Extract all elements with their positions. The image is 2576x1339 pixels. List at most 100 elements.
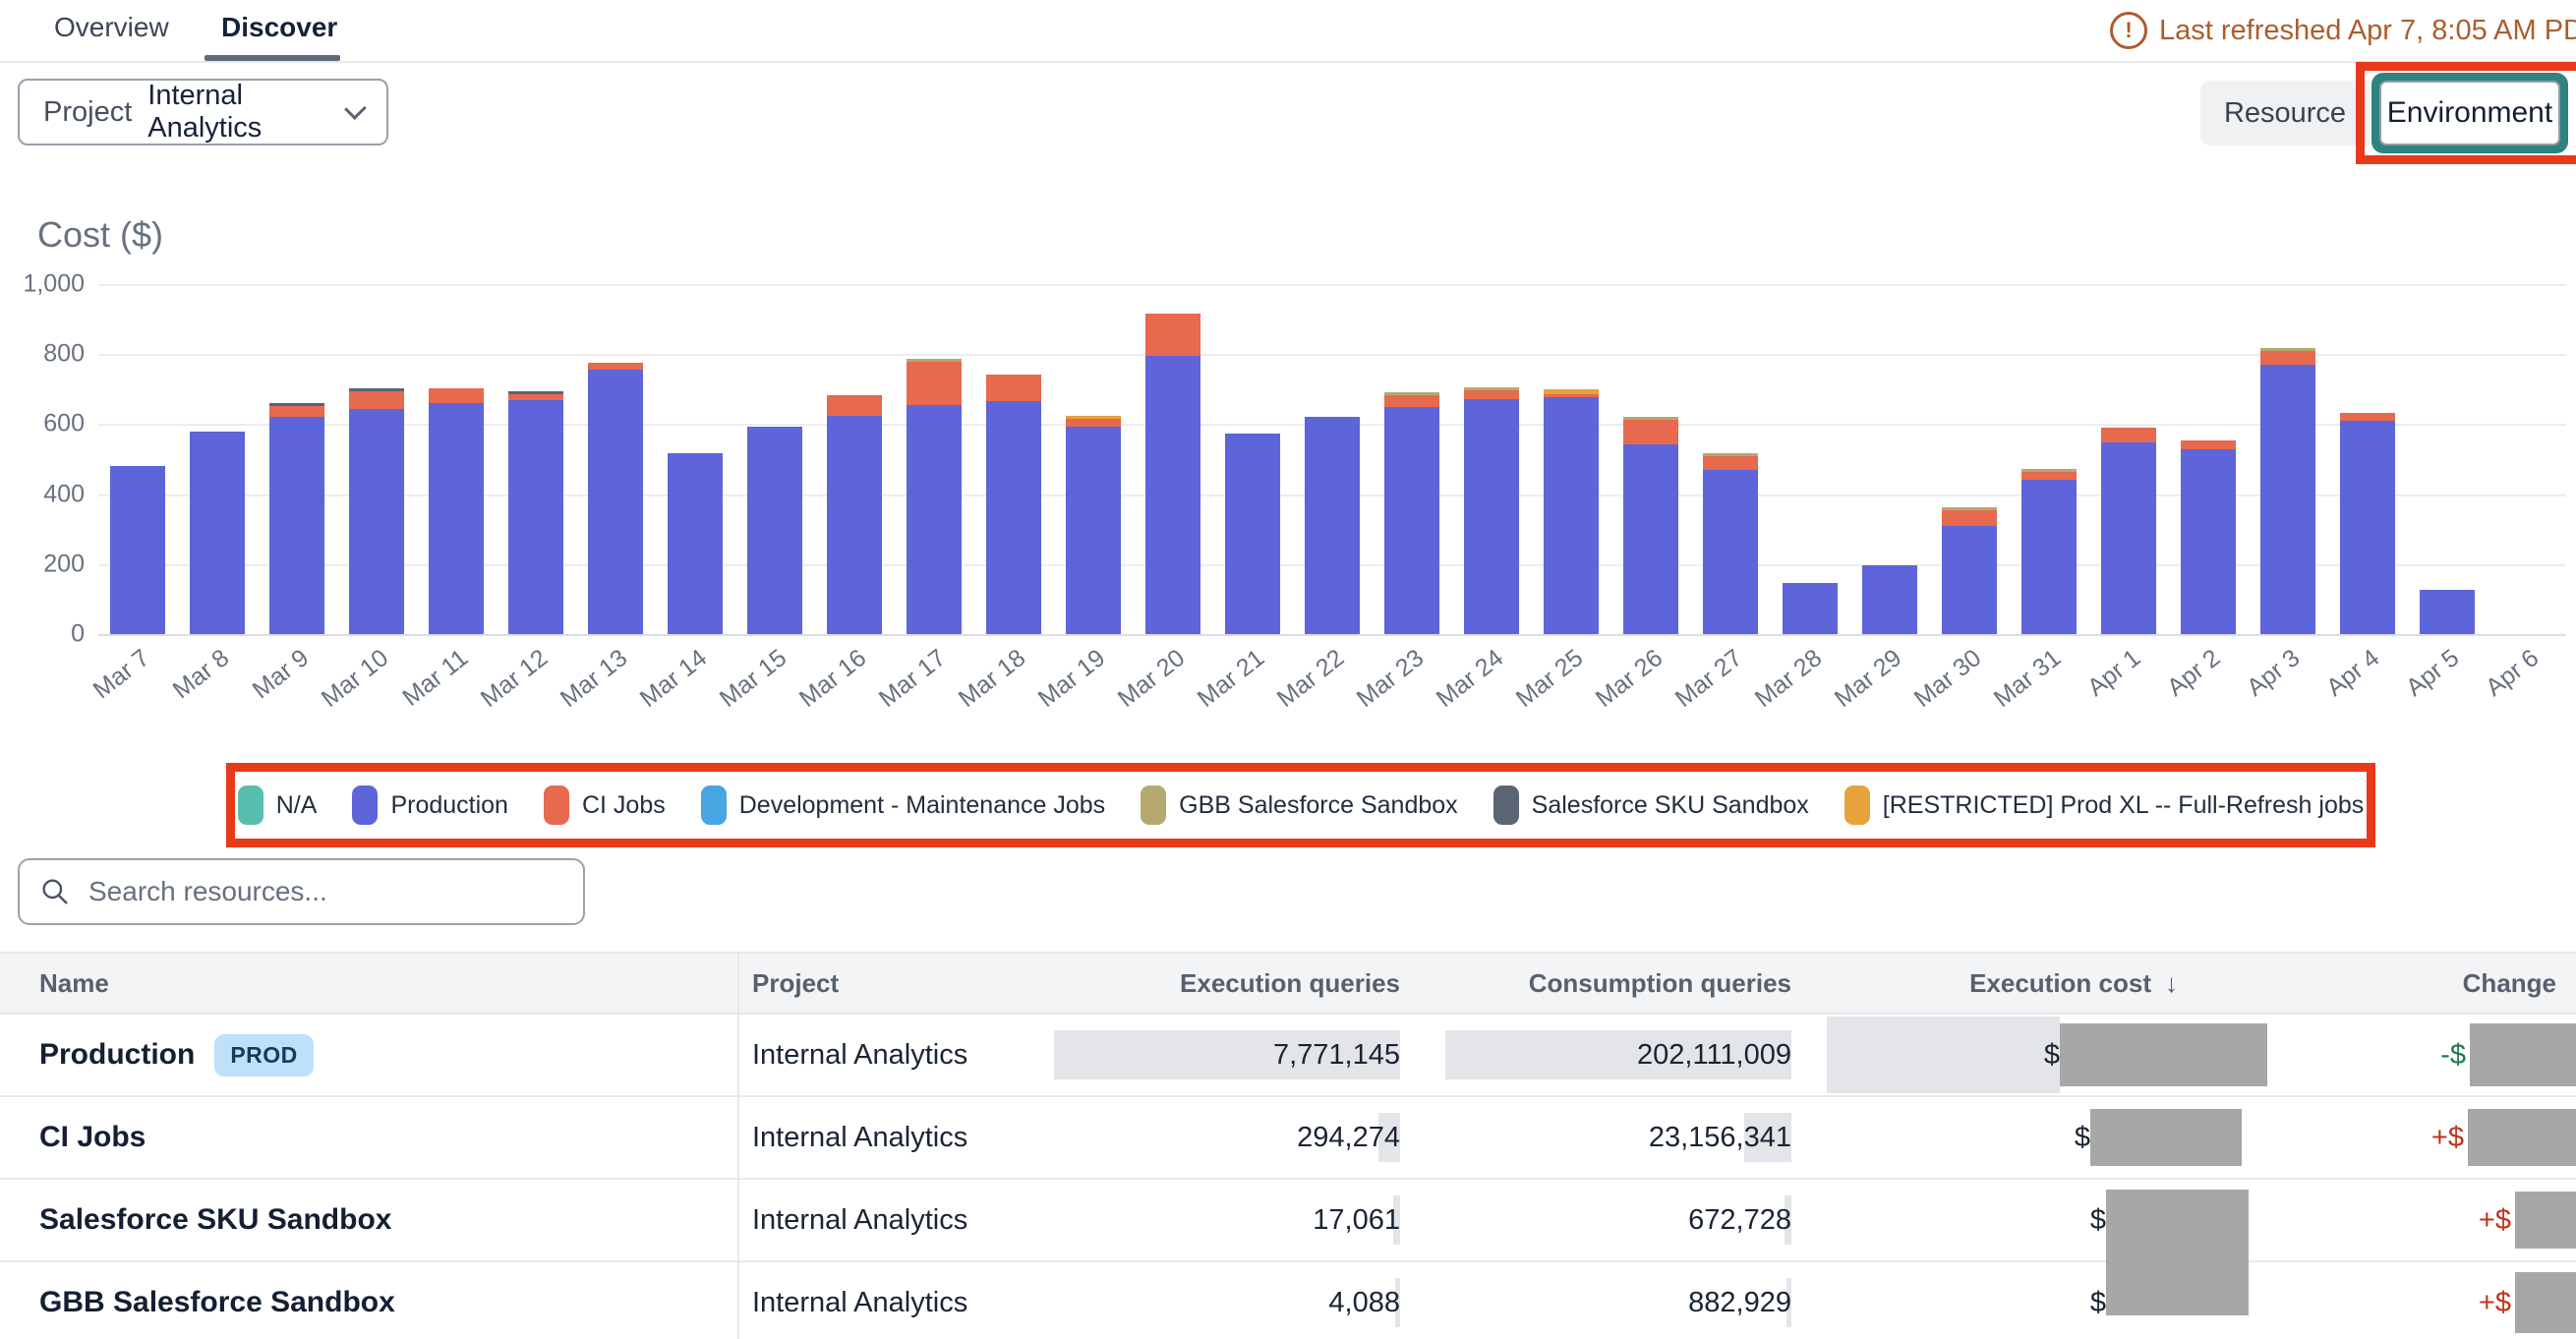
bar-segment[interactable] [2180, 449, 2236, 634]
table-row-production[interactable]: Production PROD Internal Analytics 7,771,14… [0, 1015, 2576, 1097]
bar-segment[interactable] [588, 363, 644, 370]
bar-segment[interactable] [907, 362, 963, 405]
stacked-bar-mar-11[interactable] [429, 388, 485, 634]
bar-segment[interactable] [986, 374, 1042, 402]
resource-toggle-button[interactable]: Resource [2200, 81, 2370, 146]
stacked-bar-apr-1[interactable] [2100, 428, 2156, 634]
bar-segment[interactable] [2100, 428, 2156, 443]
bar-segment[interactable] [827, 395, 883, 416]
bar-segment[interactable] [2339, 421, 2395, 634]
legend-item[interactable]: Production [352, 786, 508, 825]
bar-segment[interactable] [2020, 471, 2077, 480]
bar-segment[interactable] [508, 390, 564, 394]
bar-segment[interactable] [1622, 419, 1678, 444]
legend-item[interactable]: [RESTRICTED] Prod XL -- Full-Refresh job… [1844, 786, 2364, 825]
bar-segment[interactable] [1145, 313, 1201, 356]
bar-segment[interactable] [508, 400, 564, 634]
bar-segment[interactable] [588, 369, 644, 634]
legend-item[interactable]: CI Jobs [543, 786, 666, 825]
bar-segment[interactable] [1543, 389, 1599, 394]
stacked-bar-apr-3[interactable] [2259, 348, 2315, 634]
project-filter-dropdown[interactable]: Project Internal Analytics [18, 79, 388, 146]
search-input[interactable] [87, 875, 563, 908]
bar-segment[interactable] [668, 452, 724, 634]
stacked-bar-mar-25[interactable] [1543, 389, 1599, 634]
stacked-bar-mar-18[interactable] [986, 374, 1042, 634]
bar-segment[interactable] [429, 403, 485, 634]
tab-discover[interactable]: Discover [221, 12, 338, 42]
stacked-bar-mar-8[interactable] [190, 432, 246, 634]
bar-segment[interactable] [986, 401, 1042, 634]
bar-segment[interactable] [2259, 351, 2315, 365]
bar-segment[interactable] [1941, 510, 1997, 527]
bar-segment[interactable] [1702, 453, 1758, 457]
bar-segment[interactable] [1941, 526, 1997, 634]
bar-segment[interactable] [2419, 589, 2475, 634]
bar-segment[interactable] [1702, 470, 1758, 634]
legend-item[interactable]: N/A [237, 786, 317, 825]
column-header-name[interactable]: Name [39, 967, 109, 998]
bar-segment[interactable] [2259, 364, 2315, 634]
column-header-change[interactable]: Change [2462, 967, 2556, 998]
legend-item[interactable]: GBB Salesforce Sandbox [1141, 786, 1458, 825]
search-box[interactable] [18, 858, 585, 925]
bar-segment[interactable] [1305, 417, 1361, 634]
bar-segment[interactable] [1622, 443, 1678, 634]
bar-segment[interactable] [1861, 564, 1917, 634]
bar-segment[interactable] [907, 359, 963, 363]
table-row-ci-jobs[interactable]: CI Jobs Internal Analytics 294,274 23,156,3… [0, 1097, 2576, 1180]
bar-segment[interactable] [1383, 391, 1439, 395]
stacked-bar-mar-15[interactable] [747, 427, 803, 634]
stacked-bar-mar-20[interactable] [1145, 313, 1201, 634]
bar-segment[interactable] [269, 402, 325, 406]
bar-segment[interactable] [1463, 389, 1519, 400]
tab-overview[interactable]: Overview [54, 12, 169, 42]
bar-segment[interactable] [1225, 434, 1281, 634]
stacked-bar-mar-17[interactable] [907, 359, 963, 634]
bar-segment[interactable] [1145, 355, 1201, 634]
bar-segment[interactable] [190, 432, 246, 634]
bar-segment[interactable] [269, 405, 325, 417]
bar-segment[interactable] [2339, 413, 2395, 422]
bar-segment[interactable] [349, 388, 405, 392]
bar-segment[interactable] [1543, 396, 1599, 634]
stacked-bar-apr-2[interactable] [2180, 440, 2236, 634]
bar-segment[interactable] [429, 388, 485, 404]
stacked-bar-mar-12[interactable] [508, 390, 564, 634]
bar-segment[interactable] [1383, 407, 1439, 634]
bar-segment[interactable] [1066, 427, 1122, 634]
stacked-bar-apr-4[interactable] [2339, 413, 2395, 634]
stacked-bar-mar-26[interactable] [1622, 416, 1678, 634]
stacked-bar-mar-24[interactable] [1463, 386, 1519, 634]
bar-segment[interactable] [1622, 416, 1678, 420]
stacked-bar-mar-30[interactable] [1941, 507, 1997, 634]
bar-segment[interactable] [2259, 348, 2315, 352]
stacked-bar-mar-21[interactable] [1225, 434, 1281, 634]
bar-segment[interactable] [269, 416, 325, 634]
stacked-bar-mar-23[interactable] [1383, 391, 1439, 634]
column-header-consumption-queries[interactable]: Consumption queries [1528, 967, 1791, 998]
bar-segment[interactable] [907, 404, 963, 634]
stacked-bar-mar-22[interactable] [1305, 417, 1361, 634]
bar-segment[interactable] [2180, 440, 2236, 450]
stacked-bar-mar-16[interactable] [827, 395, 883, 634]
bar-segment[interactable] [2020, 468, 2077, 472]
bar-segment[interactable] [508, 393, 564, 401]
bar-segment[interactable] [1782, 583, 1838, 634]
environment-toggle-button[interactable]: Environment [2371, 73, 2568, 153]
bar-segment[interactable] [110, 466, 166, 634]
stacked-bar-mar-14[interactable] [668, 452, 724, 634]
bar-segment[interactable] [747, 427, 803, 634]
column-header-execution-cost[interactable]: Execution cost ↓ [1969, 954, 2178, 1013]
column-header-execution-queries[interactable]: Execution queries [1180, 967, 1400, 998]
bar-segment[interactable] [1543, 393, 1599, 397]
stacked-bar-mar-10[interactable] [349, 388, 405, 634]
bar-segment[interactable] [827, 415, 883, 634]
stacked-bar-mar-7[interactable] [110, 466, 166, 634]
bar-segment[interactable] [2100, 442, 2156, 634]
bar-segment[interactable] [1463, 399, 1519, 634]
bar-segment[interactable] [1463, 386, 1519, 390]
bar-segment[interactable] [1383, 394, 1439, 408]
stacked-bar-mar-13[interactable] [588, 363, 644, 634]
bar-segment[interactable] [2020, 479, 2077, 634]
